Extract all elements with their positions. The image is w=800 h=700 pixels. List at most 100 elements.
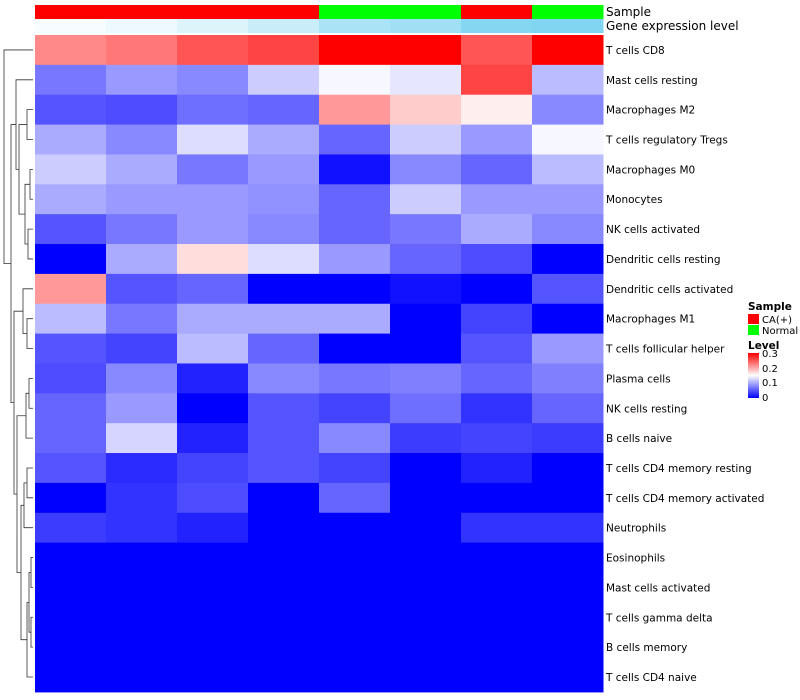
heatmap-cell — [532, 423, 604, 454]
heatmap-cell — [35, 64, 107, 96]
heatmap-cell — [532, 602, 604, 633]
heatmap-cell — [532, 184, 604, 215]
level-tick-0.3: 0.3 — [762, 349, 778, 360]
heatmap-cell — [532, 94, 604, 126]
heatmap-cell — [532, 333, 604, 364]
heatmap-cells — [35, 35, 604, 693]
heatmap-cell — [177, 64, 249, 96]
heatmap-cell — [248, 184, 320, 215]
expression-annotation-cell — [461, 19, 533, 33]
heatmap-cell — [35, 393, 107, 424]
heatmap-cell — [390, 244, 462, 275]
heatmap-cell — [390, 393, 462, 424]
heatmap-cell — [461, 244, 533, 275]
heatmap-cell — [461, 184, 533, 215]
dendrogram-branch — [10, 124, 16, 404]
heatmap-cell — [461, 124, 533, 155]
heatmap-cell — [248, 124, 320, 155]
dendrogram-branch — [26, 318, 33, 349]
heatmap-cell — [461, 303, 533, 335]
heatmap-cell — [319, 154, 391, 185]
heatmap-cell — [319, 572, 391, 603]
expression-annotation-cell — [248, 19, 320, 33]
heatmap-cell — [390, 512, 462, 544]
heatmap-cell — [532, 273, 604, 305]
row-label: Dendritic cells activated — [606, 284, 733, 296]
heatmap-cell — [177, 482, 249, 514]
heatmap-cell — [319, 333, 391, 364]
row-label: NK cells activated — [606, 224, 700, 236]
sample-annotation-cell — [106, 5, 178, 19]
heatmap-cell — [390, 184, 462, 215]
dendrogram-branch — [27, 228, 33, 260]
row-label: T cells follicular helper — [605, 344, 725, 356]
heatmap-cell — [319, 214, 391, 245]
heatmap-cell — [532, 572, 604, 603]
row-label: Dendritic cells resting — [606, 254, 721, 266]
expression-annotation-cell — [532, 19, 604, 33]
heatmap-cell — [177, 602, 249, 633]
heatmap-cell — [319, 602, 391, 633]
heatmap-cell — [177, 184, 249, 215]
heatmap-cell — [390, 662, 462, 693]
heatmap-cell — [390, 154, 462, 185]
heatmap-cell — [177, 124, 249, 155]
heatmap-cell — [35, 542, 107, 573]
heatmap-cell — [177, 273, 249, 305]
heatmap-cell — [461, 333, 533, 364]
row-label: Monocytes — [606, 194, 663, 206]
row-label: T cells CD4 memory activated — [605, 493, 764, 505]
sample-annotation-cell — [35, 5, 107, 19]
dendrogram-branch — [28, 377, 33, 409]
heatmap-cell — [106, 214, 178, 245]
heatmap-cell — [35, 423, 107, 454]
level-colorbar — [748, 353, 759, 398]
heatmap-cell — [248, 632, 320, 663]
heatmap-cell — [390, 214, 462, 245]
heatmap-cell — [35, 602, 107, 633]
row-label: Macrophages M2 — [606, 105, 695, 117]
heatmap-cell — [532, 363, 604, 394]
row-label: B cells memory — [606, 642, 687, 654]
dendrogram-branch — [30, 616, 33, 648]
heatmap-cell — [532, 64, 604, 96]
heatmap-cell — [177, 662, 249, 693]
heatmap-cell — [177, 244, 249, 275]
heatmap-cell — [532, 154, 604, 185]
heatmap-cell — [35, 124, 107, 155]
sample-annotation-cell — [461, 5, 533, 19]
heatmap-cell — [106, 124, 178, 155]
heatmap-cell — [390, 572, 462, 603]
heatmap-cell — [319, 94, 391, 126]
row-label: T cells CD4 memory resting — [605, 463, 752, 475]
level-legend-title: Level — [748, 340, 779, 352]
heatmap-cell — [532, 124, 604, 155]
heatmap-cell — [35, 184, 107, 215]
heatmap-cell — [177, 423, 249, 454]
heatmap-cell — [35, 214, 107, 245]
row-label: Macrophages M0 — [606, 164, 695, 176]
heatmap-cell — [532, 453, 604, 484]
level-tick-0.2: 0.2 — [762, 364, 778, 375]
heatmap-cell — [319, 363, 391, 394]
heatmap-cell — [248, 94, 320, 126]
dendrogram-branch — [16, 415, 26, 573]
heatmap-cell — [248, 214, 320, 245]
heatmap-cell — [461, 482, 533, 514]
heatmap-cell — [390, 363, 462, 394]
heatmap-cell — [390, 303, 462, 335]
heatmap-cell — [319, 542, 391, 573]
expression-track-label: Gene expression level — [606, 19, 739, 33]
heatmap-cell — [35, 244, 107, 275]
heatmap-cell — [390, 423, 462, 454]
heatmap-cell — [532, 512, 604, 544]
row-label: Neutrophils — [606, 523, 666, 535]
heatmap-cell — [319, 273, 391, 305]
sample-annotation-cell — [319, 5, 391, 19]
heatmap-cell — [177, 303, 249, 335]
level-tick-0.1: 0.1 — [762, 378, 778, 389]
heatmap-cell — [106, 482, 178, 514]
row-label: Eosinophils — [606, 553, 665, 565]
heatmap-cell — [461, 572, 533, 603]
legend: Sample CA(+) Normal Level 0.3 0.2 0.1 0 — [748, 301, 798, 404]
